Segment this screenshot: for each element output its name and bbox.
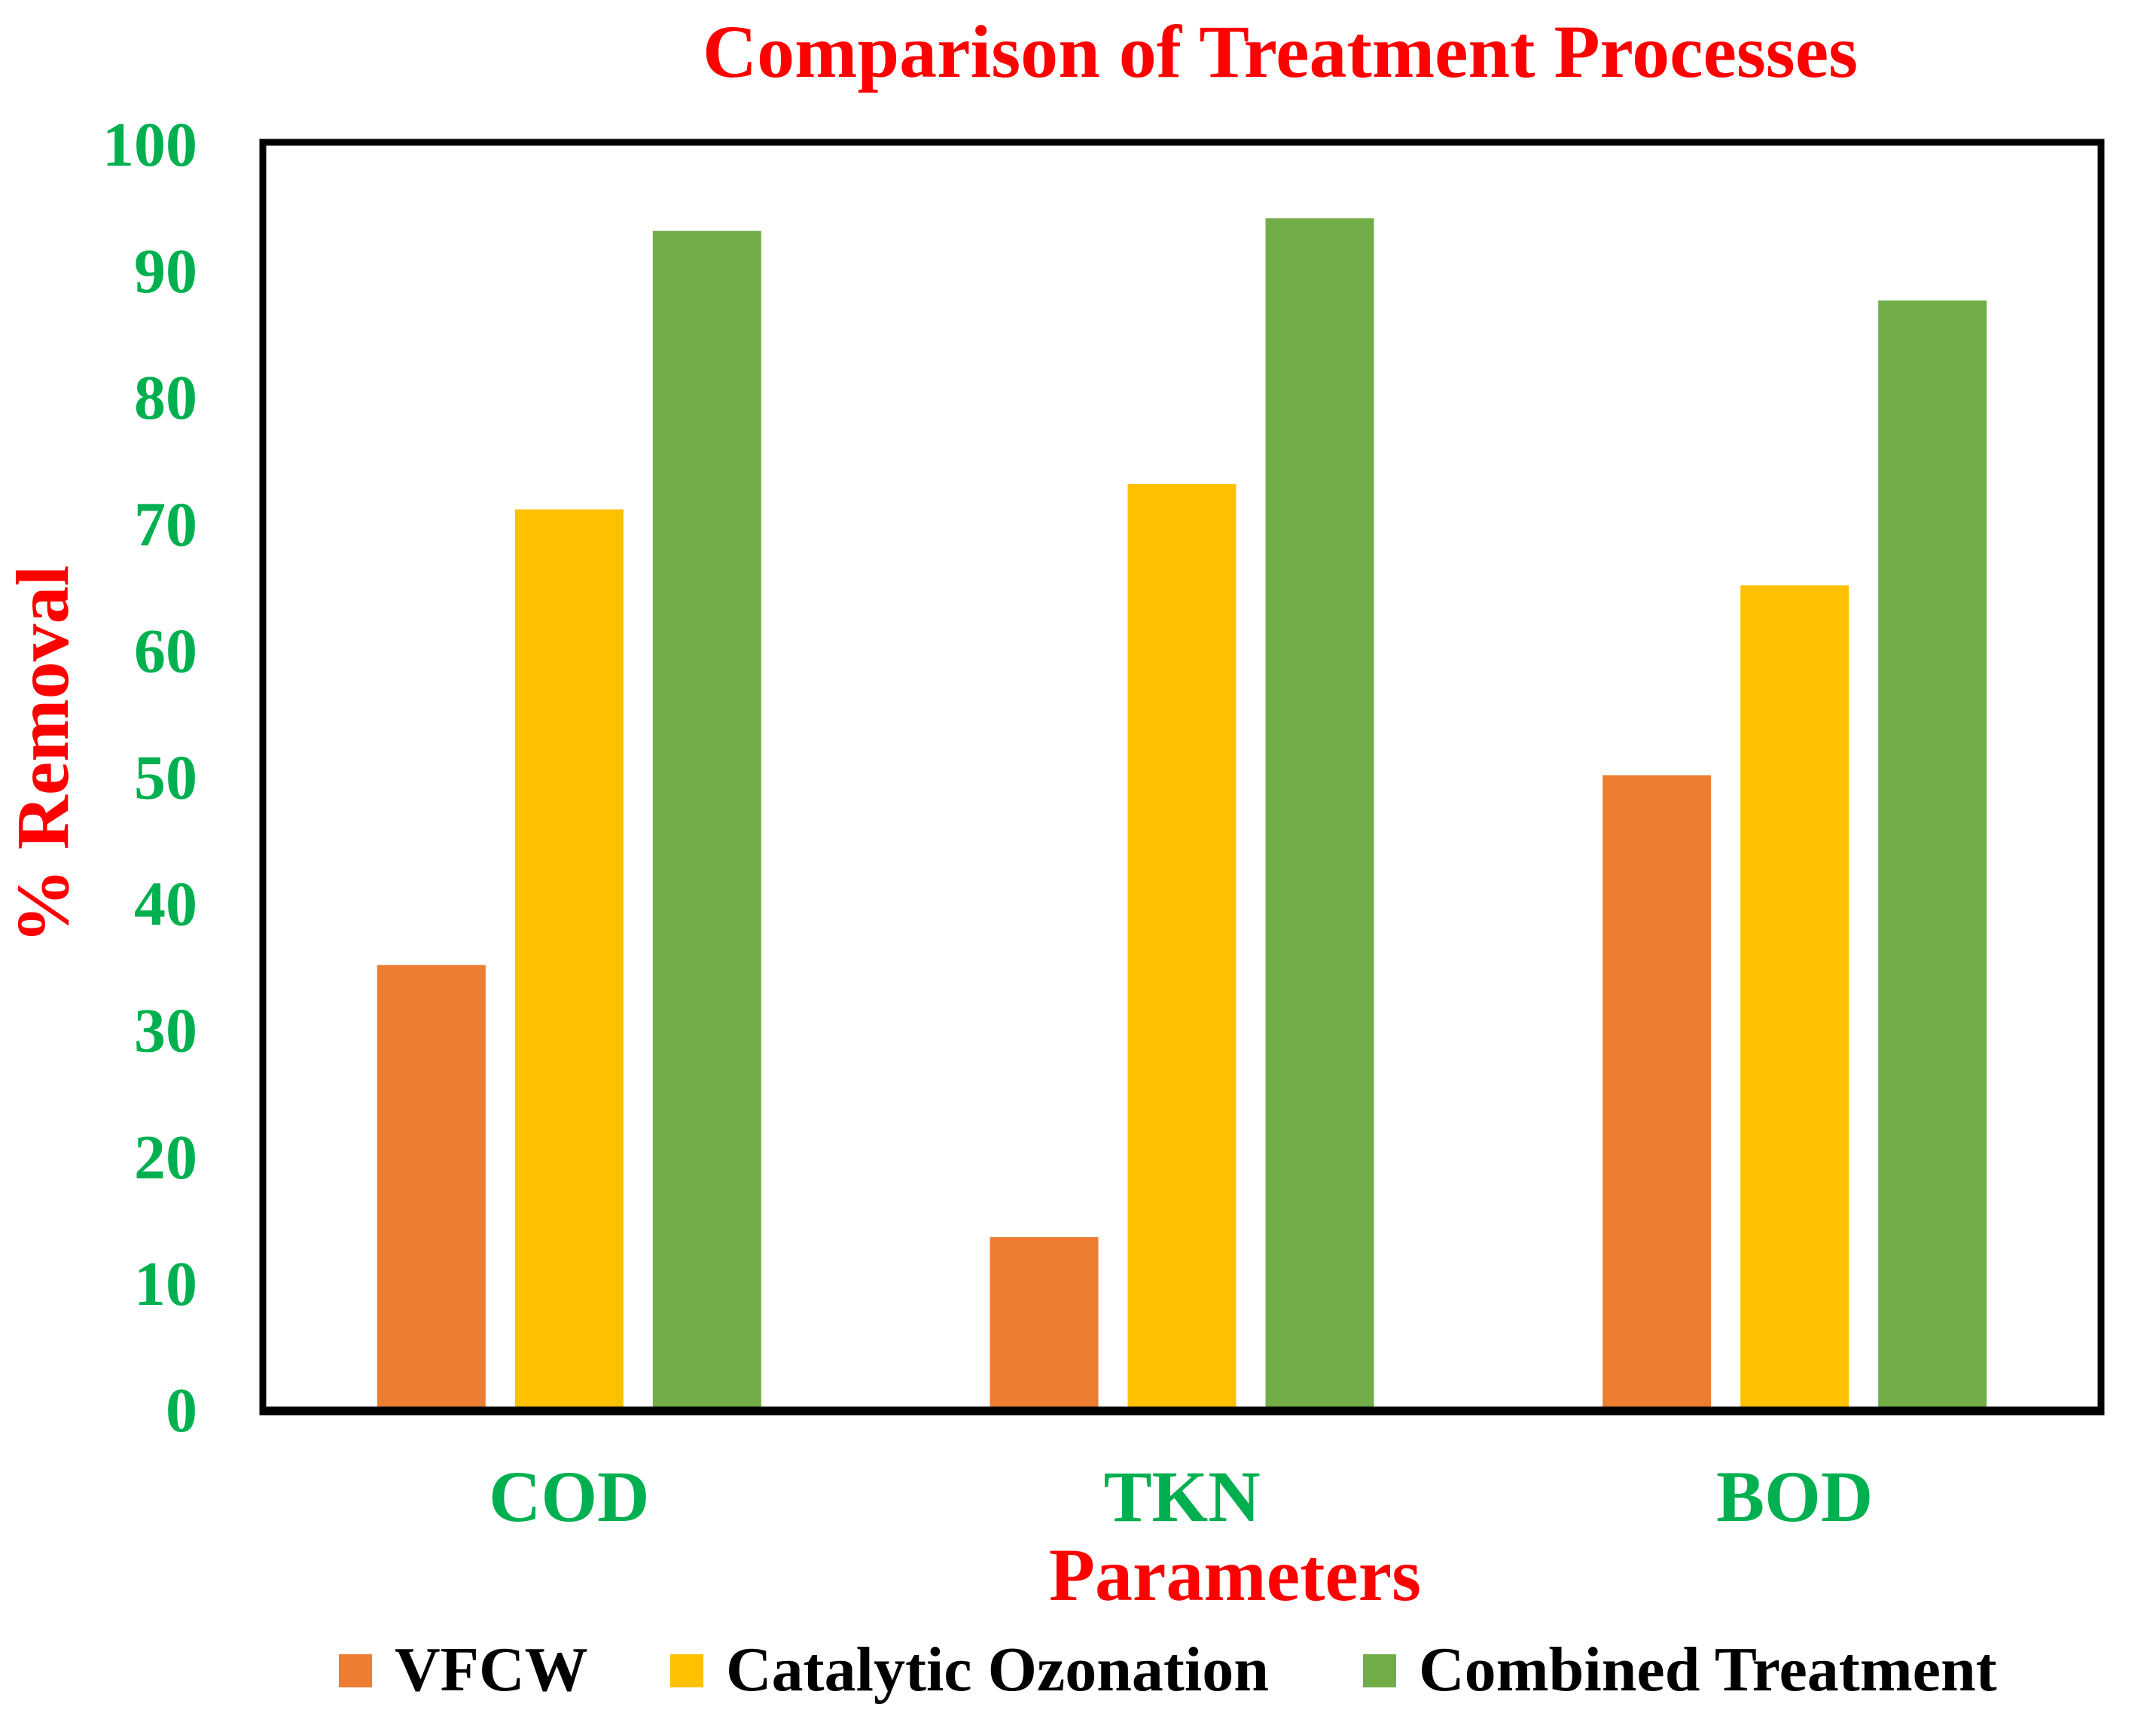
x-tick-label: COD	[489, 1456, 649, 1537]
y-tick-label: 90	[134, 236, 197, 306]
y-tick-label: 20	[134, 1123, 197, 1193]
y-tick-label: 60	[134, 616, 197, 686]
bar-bod-vfcw	[1603, 775, 1712, 1408]
x-tick-labels: COD TKN BOD	[489, 1456, 1873, 1537]
y-tick-label: 80	[134, 363, 197, 433]
y-tick-label: 40	[134, 870, 197, 940]
y-tick-label: 70	[134, 489, 197, 559]
legend-label: VFCW	[395, 1635, 588, 1705]
bars	[377, 218, 1987, 1408]
bar-tkn-vfcw	[990, 1237, 1099, 1408]
bar-cod-vfcw	[377, 965, 486, 1408]
bar-tkn-combined-treatment	[1265, 218, 1374, 1408]
legend: VFCW Catalytic Ozonation Combined Treatmen…	[339, 1635, 1997, 1705]
x-axis-label: Parameters	[1049, 1533, 1421, 1617]
plot-frame	[259, 139, 2105, 1416]
y-tick-labels: 0 10 20 30 40 50 60 70 80 90 100	[102, 110, 197, 1446]
legend-swatch	[670, 1654, 703, 1687]
x-tick-label: TKN	[1103, 1456, 1260, 1537]
legend-label: Combined Treatment	[1419, 1635, 1997, 1705]
bar-bod-combined-treatment	[1878, 300, 1987, 1408]
bar-cod-catalytic-ozonation	[514, 509, 624, 1408]
y-tick-label: 50	[134, 743, 197, 813]
x-tick-label: BOD	[1716, 1456, 1873, 1537]
bar-tkn-catalytic-ozonation	[1127, 483, 1237, 1408]
y-tick-label: 0	[166, 1376, 197, 1446]
y-tick-label: 100	[102, 110, 197, 180]
legend-swatch	[339, 1654, 372, 1687]
y-tick-label: 30	[134, 996, 197, 1066]
legend-swatch	[1363, 1654, 1396, 1687]
bar-bod-catalytic-ozonation	[1740, 585, 1850, 1408]
chart-title: Comparison of Treatment Processes	[703, 10, 1858, 93]
y-axis-label: % Removal	[1, 565, 84, 944]
y-tick-label: 10	[134, 1249, 197, 1319]
bar-cod-combined-treatment	[652, 230, 761, 1408]
legend-label: Catalytic Ozonation	[726, 1635, 1269, 1705]
